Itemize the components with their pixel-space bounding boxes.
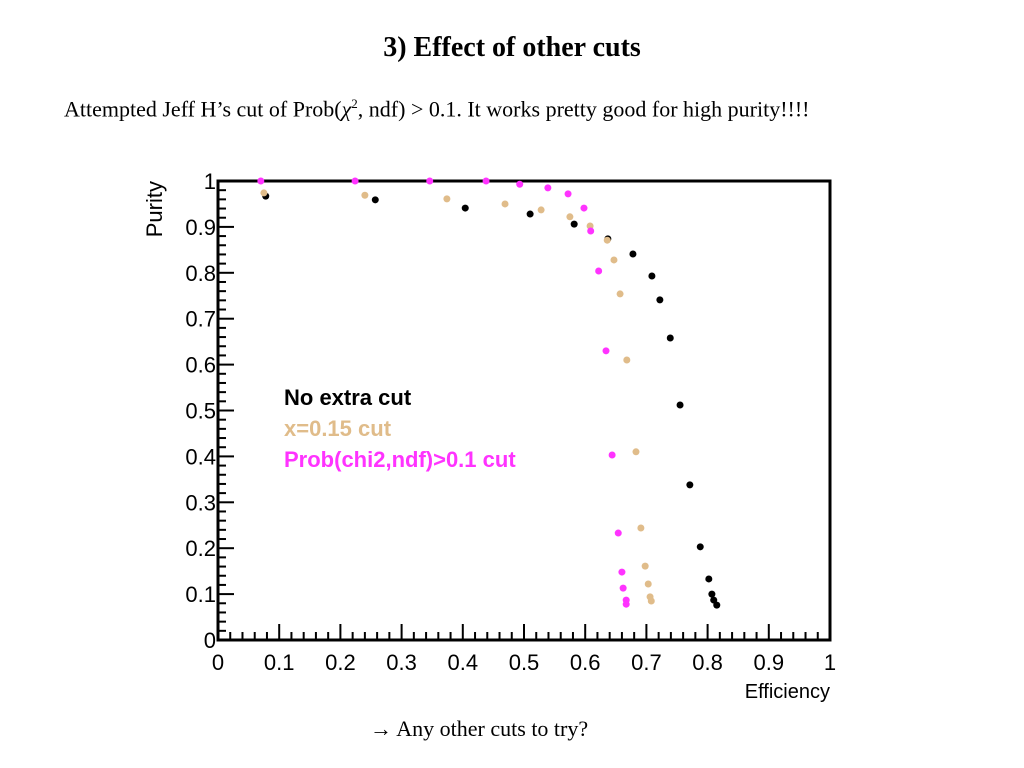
data-point: [614, 529, 622, 537]
data-point: [570, 220, 578, 228]
data-point: [371, 196, 379, 204]
y-tick-label: 0.3: [185, 490, 216, 515]
slide-title: 3) Effect of other cuts: [383, 32, 641, 63]
data-point: [666, 334, 674, 342]
data-point: [686, 481, 694, 489]
data-point: [461, 204, 469, 212]
data-point: [616, 290, 624, 298]
x-axis-label: Efficiency: [745, 681, 830, 703]
data-point: [482, 177, 490, 185]
data-point: [608, 451, 616, 459]
subtitle-text-after: , ndf) > 0.1. It works pretty good for h…: [357, 96, 810, 122]
data-point: [443, 195, 451, 203]
y-tick-label: 1: [204, 169, 216, 194]
data-point: [622, 600, 630, 608]
data-point: [629, 250, 637, 258]
data-point: [602, 347, 610, 355]
data-point: [566, 213, 574, 221]
legend-entry: x=0.15 cut: [284, 416, 392, 441]
y-tick-label: 0.9: [185, 215, 216, 240]
x-tick-label: 0: [212, 650, 224, 675]
y-axis-label: Purity: [142, 181, 167, 237]
data-point: [713, 601, 721, 609]
x-tick-label: 0.2: [325, 650, 356, 675]
subtitle-text-before: Attempted Jeff H’s cut of Prob(: [64, 96, 342, 122]
data-point: [632, 448, 640, 456]
x-tick-label: 0.5: [509, 650, 540, 675]
legend-entry: No extra cut: [284, 385, 412, 410]
data-point: [361, 191, 369, 199]
y-tick-label: 0.8: [185, 261, 216, 286]
data-point: [260, 189, 268, 197]
data-point: [564, 190, 572, 198]
x-tick-label: 0.7: [631, 650, 662, 675]
data-point: [516, 180, 524, 188]
data-point: [708, 590, 716, 598]
y-tick-label: 0.1: [185, 582, 216, 607]
data-point: [656, 296, 664, 304]
data-point: [710, 596, 718, 604]
data-point: [526, 210, 534, 218]
data-point: [641, 562, 649, 570]
y-tick-label: 0.5: [185, 399, 216, 424]
data-point: [610, 256, 618, 264]
x-tick-label: 0.3: [386, 650, 417, 675]
data-point: [619, 584, 627, 592]
data-point: [595, 267, 603, 275]
y-tick-label: 0.7: [185, 307, 216, 332]
data-point: [696, 543, 704, 551]
data-point: [537, 206, 545, 214]
data-point: [648, 272, 656, 280]
data-point: [676, 401, 684, 409]
data-point: [544, 184, 552, 192]
data-point: [623, 356, 631, 364]
data-point: [644, 580, 652, 588]
slide-footer: → Any other cuts to try?: [370, 716, 589, 741]
y-tick-label: 0.4: [185, 444, 216, 469]
plot-frame: [216, 179, 832, 642]
x-tick-label: 0.8: [692, 650, 723, 675]
data-point: [705, 575, 713, 583]
chi-symbol: χ: [341, 96, 352, 122]
data-point: [618, 568, 626, 576]
data-point: [426, 177, 434, 185]
legend-entry: Prob(chi2,ndf)>0.1 cut: [284, 447, 516, 472]
x-tick-label: 0.9: [754, 650, 785, 675]
x-tick-label: 1: [824, 650, 836, 675]
data-point: [647, 597, 655, 605]
data-point: [351, 177, 359, 185]
y-tick-label: 0.6: [185, 353, 216, 378]
x-tick-label: 0.4: [448, 650, 479, 675]
y-tick-label: 0: [204, 628, 216, 653]
data-point: [637, 524, 645, 532]
x-tick-label: 0.6: [570, 650, 601, 675]
data-point: [501, 200, 509, 208]
chi-exponent: 2: [351, 96, 358, 111]
data-point: [587, 227, 595, 235]
data-point: [580, 204, 588, 212]
y-tick-label: 0.2: [185, 536, 216, 561]
slide-subtitle: Attempted Jeff H’s cut of Prob(χ2, ndf) …: [64, 96, 810, 122]
data-point: [603, 236, 611, 244]
x-tick-label: 0.1: [264, 650, 295, 675]
data-point: [257, 177, 265, 185]
